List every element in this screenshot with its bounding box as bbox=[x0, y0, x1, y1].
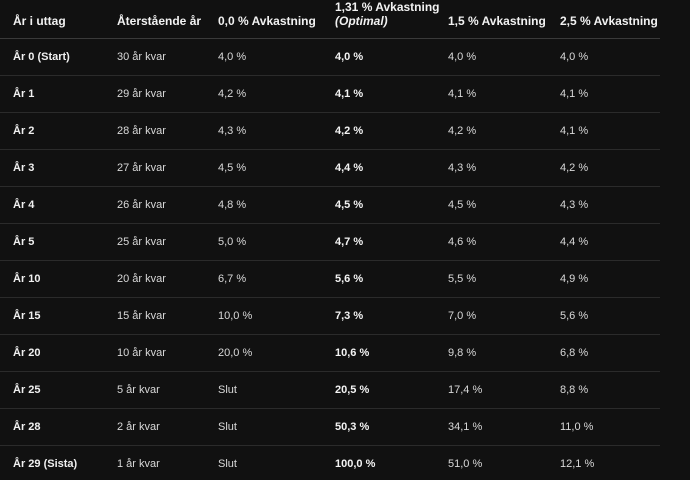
cell-return-0: 4,0 % bbox=[218, 51, 247, 63]
cell-remaining: 29 år kvar bbox=[117, 88, 166, 100]
cell-remaining: 15 år kvar bbox=[117, 310, 166, 322]
cell-remaining: 26 år kvar bbox=[117, 199, 166, 211]
cell-return-131: 4,5 % bbox=[335, 199, 364, 211]
cell-remaining: 2 år kvar bbox=[117, 421, 160, 433]
table-header-row: År i uttag Återstående år 0,0 % Avkastni… bbox=[0, 0, 660, 39]
withdrawal-rate-table: År i uttag Återstående år 0,0 % Avkastni… bbox=[0, 0, 660, 480]
cell-remaining: 25 år kvar bbox=[117, 236, 166, 248]
table-row: År 15 15 år kvar 10,0 % 7,3 % 7,0 % 5,6 … bbox=[0, 297, 660, 335]
header-return-15: 1,5 % Avkastning bbox=[448, 14, 546, 28]
table-row: År 28 2 år kvar Slut 50,3 % 34,1 % 11,0 … bbox=[0, 408, 660, 446]
cell-year: År 10 bbox=[13, 273, 41, 285]
cell-return-25: 5,6 % bbox=[560, 310, 589, 322]
cell-year: År 0 (Start) bbox=[13, 51, 70, 63]
cell-return-25: 4,3 % bbox=[560, 199, 589, 211]
cell-remaining: 30 år kvar bbox=[117, 51, 166, 63]
table-row: År 3 27 år kvar 4,5 % 4,4 % 4,3 % 4,2 % bbox=[0, 149, 660, 187]
cell-return-15: 4,2 % bbox=[448, 125, 477, 137]
cell-return-15: 7,0 % bbox=[448, 310, 477, 322]
cell-return-0: 10,0 % bbox=[218, 310, 253, 322]
table-row: År 20 10 år kvar 20,0 % 10,6 % 9,8 % 6,8… bbox=[0, 334, 660, 372]
cell-year: År 29 (Sista) bbox=[13, 458, 78, 471]
table-row: År 0 (Start) 30 år kvar 4,0 % 4,0 % 4,0 … bbox=[0, 38, 660, 76]
cell-return-0: 4,2 % bbox=[218, 88, 247, 100]
table-row: År 5 25 år kvar 5,0 % 4,7 % 4,6 % 4,4 % bbox=[0, 223, 660, 261]
table-row: År 10 20 år kvar 6,7 % 5,6 % 5,5 % 4,9 % bbox=[0, 260, 660, 298]
cell-return-131: 4,0 % bbox=[335, 51, 364, 63]
cell-return-25: 4,1 % bbox=[560, 88, 589, 100]
cell-return-15: 5,5 % bbox=[448, 273, 477, 285]
cell-return-15: 4,1 % bbox=[448, 88, 477, 100]
cell-year: År 4 bbox=[13, 199, 35, 211]
cell-year: År 1 bbox=[13, 88, 35, 100]
cell-return-25: 4,9 % bbox=[560, 273, 589, 285]
header-return-131: 1,31 % Avkastning (Optimal) bbox=[322, 0, 439, 39]
cell-return-0: 6,7 % bbox=[218, 273, 247, 285]
cell-return-131: 20,5 % bbox=[335, 384, 370, 396]
cell-return-15: 9,8 % bbox=[448, 347, 477, 359]
cell-return-0: Slut bbox=[218, 384, 237, 396]
cell-return-131: 5,6 % bbox=[335, 273, 364, 285]
cell-return-25: 4,0 % bbox=[560, 51, 589, 63]
header-year: År i uttag bbox=[13, 14, 66, 28]
cell-return-131: 4,4 % bbox=[335, 162, 364, 174]
cell-remaining: 20 år kvar bbox=[117, 273, 166, 285]
cell-return-0: 4,5 % bbox=[218, 162, 247, 174]
header-return-131-optimal: (Optimal) bbox=[335, 14, 388, 28]
cell-return-131: 4,2 % bbox=[335, 125, 364, 137]
cell-return-25: 11,0 % bbox=[560, 421, 594, 433]
cell-return-25: 4,1 % bbox=[560, 125, 589, 137]
cell-remaining: 5 år kvar bbox=[117, 384, 160, 396]
cell-return-0: 4,3 % bbox=[218, 125, 247, 137]
cell-return-0: Slut bbox=[218, 421, 237, 433]
cell-remaining: 27 år kvar bbox=[117, 162, 166, 174]
cell-return-0: Slut bbox=[218, 458, 237, 471]
cell-return-25: 4,2 % bbox=[560, 162, 589, 174]
cell-year: År 5 bbox=[13, 236, 35, 248]
table-row: År 2 28 år kvar 4,3 % 4,2 % 4,2 % 4,1 % bbox=[0, 112, 660, 150]
cell-return-25: 4,4 % bbox=[560, 236, 589, 248]
cell-year: År 25 bbox=[13, 384, 41, 396]
header-return-25: 2,5 % Avkastning bbox=[560, 14, 658, 28]
cell-return-15: 51,0 % bbox=[448, 458, 483, 471]
cell-return-131: 50,3 % bbox=[335, 421, 370, 433]
cell-return-131: 100,0 % bbox=[335, 458, 376, 471]
cell-return-15: 4,3 % bbox=[448, 162, 477, 174]
cell-remaining: 28 år kvar bbox=[117, 125, 166, 137]
cell-return-15: 17,4 % bbox=[448, 384, 483, 396]
cell-return-25: 8,8 % bbox=[560, 384, 589, 396]
cell-remaining: 1 år kvar bbox=[117, 458, 160, 471]
cell-year: År 3 bbox=[13, 162, 35, 174]
cell-return-131: 4,1 % bbox=[335, 88, 364, 100]
cell-year: År 28 bbox=[13, 421, 41, 433]
cell-return-15: 4,6 % bbox=[448, 236, 477, 248]
cell-return-15: 34,1 % bbox=[448, 421, 483, 433]
table-row: År 4 26 år kvar 4,8 % 4,5 % 4,5 % 4,3 % bbox=[0, 186, 660, 224]
cell-return-0: 20,0 % bbox=[218, 347, 253, 359]
header-return-0: 0,0 % Avkastning bbox=[218, 14, 316, 28]
cell-return-15: 4,5 % bbox=[448, 199, 477, 211]
cell-return-25: 6,8 % bbox=[560, 347, 589, 359]
cell-year: År 2 bbox=[13, 125, 35, 137]
table-row: År 25 5 år kvar Slut 20,5 % 17,4 % 8,8 % bbox=[0, 371, 660, 409]
cell-return-0: 5,0 % bbox=[218, 236, 247, 248]
cell-return-131: 10,6 % bbox=[335, 347, 370, 359]
cell-return-131: 4,7 % bbox=[335, 236, 364, 248]
cell-return-131: 7,3 % bbox=[335, 310, 364, 322]
table-row: År 1 29 år kvar 4,2 % 4,1 % 4,1 % 4,1 % bbox=[0, 75, 660, 113]
header-remaining-years: Återstående år bbox=[117, 14, 202, 28]
table-row: År 29 (Sista) 1 år kvar Slut 100,0 % 51,… bbox=[0, 445, 660, 480]
cell-return-15: 4,0 % bbox=[448, 51, 477, 63]
cell-return-0: 4,8 % bbox=[218, 199, 247, 211]
cell-year: År 15 bbox=[13, 310, 41, 322]
cell-return-25: 12,1 % bbox=[560, 458, 595, 471]
cell-remaining: 10 år kvar bbox=[117, 347, 166, 359]
cell-year: År 20 bbox=[13, 347, 41, 359]
header-return-131-label: 1,31 % Avkastning bbox=[335, 0, 440, 14]
